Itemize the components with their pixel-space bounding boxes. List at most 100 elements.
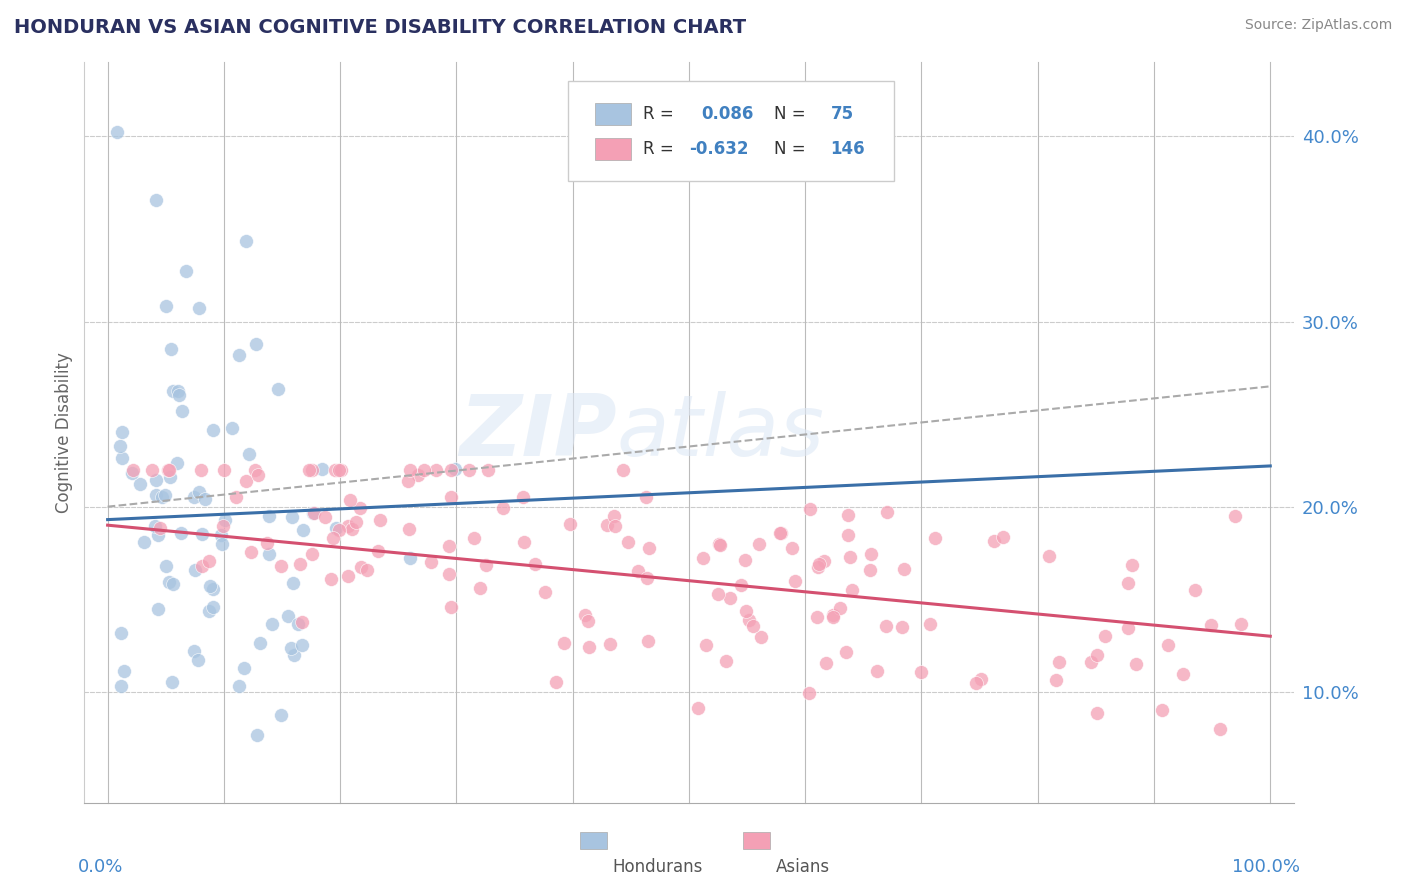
Point bbox=[444, 462, 467, 476]
Point bbox=[1085, 706, 1108, 720]
Point bbox=[398, 462, 420, 476]
Point bbox=[1184, 582, 1206, 597]
Point bbox=[412, 462, 434, 476]
Point bbox=[1230, 616, 1253, 631]
Point bbox=[149, 521, 172, 535]
Point bbox=[339, 493, 361, 508]
Point bbox=[184, 563, 207, 577]
Point bbox=[288, 557, 311, 571]
Point bbox=[439, 599, 461, 614]
Point bbox=[806, 610, 828, 624]
Point bbox=[437, 567, 460, 582]
Point bbox=[837, 528, 859, 542]
Point bbox=[283, 648, 305, 662]
Point bbox=[1152, 703, 1174, 717]
Point bbox=[146, 528, 169, 542]
Point bbox=[198, 605, 221, 619]
Point bbox=[157, 574, 180, 589]
Point bbox=[150, 490, 173, 504]
Point bbox=[190, 462, 212, 476]
Text: R =: R = bbox=[643, 140, 673, 158]
Point bbox=[837, 508, 859, 523]
Point bbox=[160, 675, 183, 690]
Point bbox=[141, 462, 163, 476]
Point bbox=[890, 620, 912, 634]
Point bbox=[983, 533, 1005, 548]
Point bbox=[311, 462, 333, 476]
Point bbox=[145, 473, 167, 487]
Point bbox=[841, 583, 863, 598]
Point bbox=[256, 536, 278, 550]
Point bbox=[637, 541, 659, 555]
Text: 146: 146 bbox=[831, 140, 865, 158]
Point bbox=[924, 531, 946, 545]
Point bbox=[322, 532, 344, 546]
Point bbox=[741, 619, 763, 633]
Point bbox=[349, 501, 371, 516]
Point bbox=[425, 462, 447, 476]
Point bbox=[291, 615, 314, 629]
Point bbox=[319, 572, 342, 586]
Point bbox=[329, 462, 352, 476]
Point bbox=[1171, 667, 1194, 681]
Point bbox=[470, 581, 492, 595]
Point bbox=[166, 384, 188, 398]
Point bbox=[866, 664, 889, 678]
Point bbox=[1118, 576, 1140, 591]
Point bbox=[328, 523, 350, 537]
Point bbox=[821, 610, 844, 624]
Point bbox=[730, 578, 752, 592]
Point bbox=[420, 555, 443, 569]
Point bbox=[162, 576, 184, 591]
Point bbox=[1121, 558, 1143, 573]
Point bbox=[1085, 648, 1108, 662]
Point bbox=[780, 541, 803, 556]
Point bbox=[491, 501, 513, 516]
Point bbox=[245, 336, 267, 351]
Text: -0.632: -0.632 bbox=[689, 140, 748, 158]
Bar bbox=[595, 103, 631, 126]
Point bbox=[558, 517, 581, 532]
Point bbox=[257, 547, 280, 561]
Point bbox=[835, 645, 858, 659]
Point bbox=[202, 582, 225, 596]
Point bbox=[122, 462, 145, 476]
Point bbox=[314, 509, 336, 524]
Bar bbox=[595, 138, 631, 161]
Point bbox=[110, 679, 132, 693]
Point bbox=[183, 644, 205, 658]
Point bbox=[399, 551, 422, 566]
Point bbox=[262, 616, 284, 631]
Point bbox=[799, 501, 821, 516]
Point bbox=[188, 301, 211, 315]
Text: atlas: atlas bbox=[616, 391, 824, 475]
Point bbox=[112, 664, 135, 678]
Point bbox=[172, 404, 194, 418]
Point bbox=[546, 675, 568, 690]
Point bbox=[706, 586, 728, 600]
Point bbox=[238, 447, 260, 461]
Point bbox=[859, 547, 882, 561]
Point bbox=[616, 534, 638, 549]
Point bbox=[292, 523, 315, 537]
Point bbox=[212, 519, 235, 533]
Point bbox=[396, 475, 419, 489]
Point bbox=[828, 601, 851, 615]
Point bbox=[201, 423, 224, 437]
Point bbox=[1125, 657, 1147, 672]
Point bbox=[406, 468, 429, 483]
Bar bbox=[581, 832, 607, 848]
Point bbox=[233, 661, 256, 675]
Point bbox=[246, 468, 269, 483]
Bar bbox=[744, 832, 770, 848]
Point bbox=[440, 490, 463, 504]
Text: HONDURAN VS ASIAN COGNITIVE DISABILITY CORRELATION CHART: HONDURAN VS ASIAN COGNITIVE DISABILITY C… bbox=[14, 18, 747, 37]
Point bbox=[145, 488, 167, 502]
Point bbox=[437, 539, 460, 553]
Point bbox=[574, 607, 596, 622]
Point bbox=[301, 462, 323, 476]
Point bbox=[270, 707, 292, 722]
Point bbox=[1157, 638, 1180, 652]
Point bbox=[636, 490, 658, 504]
Point bbox=[270, 559, 292, 574]
